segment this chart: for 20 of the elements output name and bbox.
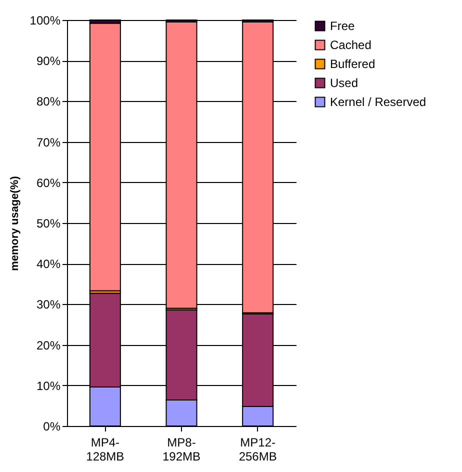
legend-label: Free [330,19,355,33]
y-tick-label: 70% [36,135,61,150]
x-tick-label: MP4-128MB [86,436,124,464]
y-tick-label: 10% [36,378,61,393]
legend-label: Kernel / Reserved [330,95,426,109]
legend-label: Buffered [330,57,376,71]
y-tick-label: 60% [36,176,61,190]
x-tick-label: MP8-192MB [162,436,201,464]
y-axis-title: memory usage(%) [8,176,21,271]
y-tick-label: 90% [36,54,61,68]
y-tick-label: 40% [36,257,61,272]
y-tick-label: 80% [36,94,61,109]
legend-label: Used [330,76,358,90]
legend-label: Cached [330,38,372,52]
y-tick-label: 30% [36,298,61,312]
y-tick-label: 20% [36,338,61,352]
y-tick-label: 50% [36,216,61,230]
y-tick-label: 0% [43,420,61,434]
y-tick-label: 100% [30,14,61,28]
x-tick-label: MP12-256MB [238,436,277,464]
